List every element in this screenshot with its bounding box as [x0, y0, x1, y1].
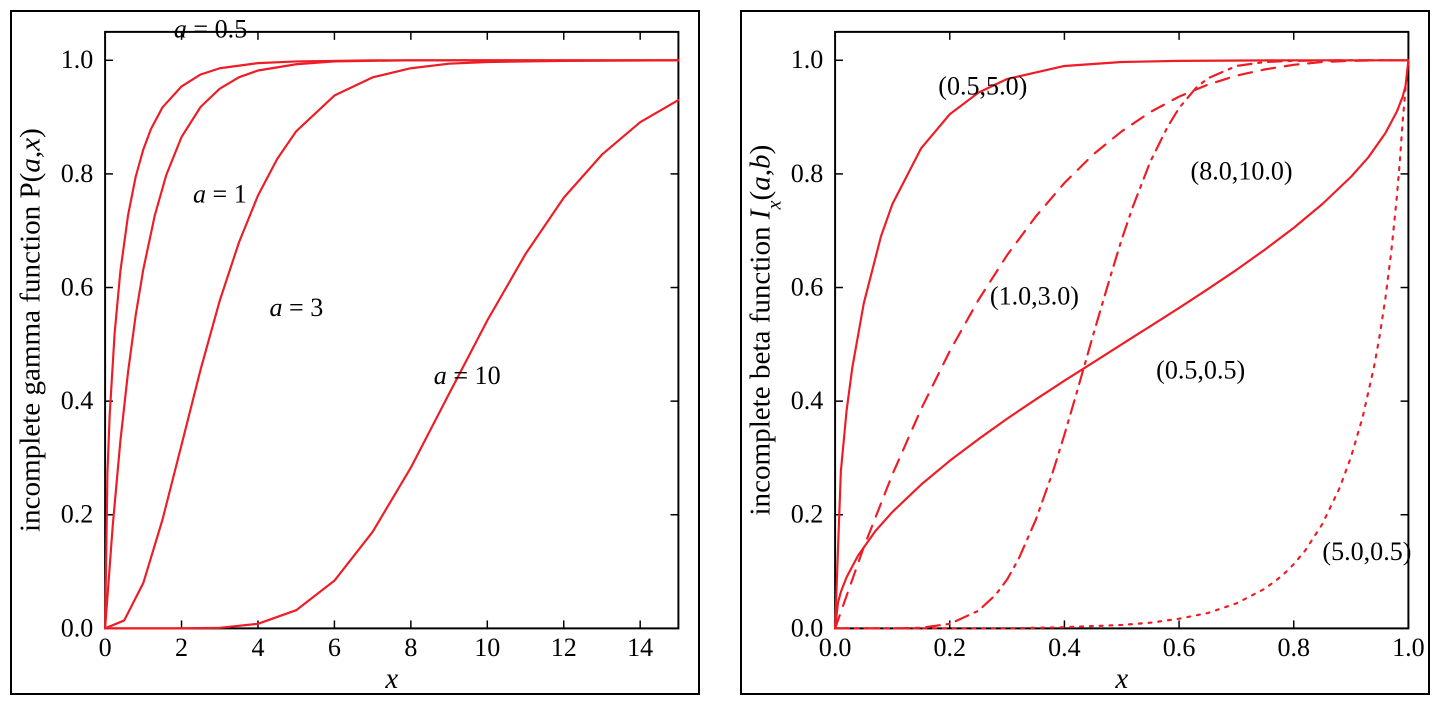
ytick-label: 0.2 [791, 500, 824, 529]
xtick-label: 10 [474, 633, 500, 662]
y-axis-label: incomplete gamma function P(a,x) [15, 128, 47, 532]
annotation-label: a = 10 [434, 361, 501, 390]
series-curve [105, 60, 678, 628]
annotation-label: a = 1 [193, 179, 247, 208]
ytick-label: 0.0 [791, 613, 824, 642]
annotation-label: a = 3 [269, 293, 323, 322]
xtick-label: 4 [251, 633, 264, 662]
ytick-label: 0.8 [791, 159, 824, 188]
left-panel: 0 2 4 6 8 10 12 14 0.0 0.2 0.4 0.6 0.8 1.0 x incomplete… [10, 10, 700, 695]
xtick-label: 0.0 [819, 633, 852, 662]
ytick-label: 1.0 [61, 45, 94, 74]
x-axis-label: x [1114, 663, 1128, 693]
xtick-label: 0.4 [1048, 633, 1081, 662]
gamma-chart: 0 2 4 6 8 10 12 14 0.0 0.2 0.4 0.6 0.8 1.0 x incomplete… [12, 12, 698, 693]
figure-page: 0 2 4 6 8 10 12 14 0.0 0.2 0.4 0.6 0.8 1.0 x incomplete… [0, 0, 1440, 705]
annotation-label: a = 0.5 [174, 14, 247, 43]
beta-chart: 0.0 0.2 0.4 0.6 0.8 1.0 0.0 0.2 0.4 0.6 0.8 1.0 x inc… [742, 12, 1428, 693]
xtick-label: 14 [627, 633, 653, 662]
y-axis-label: incomplete beta function Ix(a,b) [745, 145, 786, 516]
series-curve [105, 60, 678, 628]
ytick-label: 0.6 [61, 272, 94, 301]
ytick-label: 0.2 [61, 500, 94, 529]
annotation-label: (0.5,5.0) [938, 71, 1027, 100]
ytick-label: 0.0 [61, 613, 94, 642]
x-axis-label: x [384, 663, 398, 693]
xtick-label: 1.0 [1392, 633, 1425, 662]
annotation-label: (5.0,0.5) [1322, 537, 1411, 566]
series-curve [105, 60, 678, 628]
xtick-label: 0 [99, 633, 112, 662]
ytick-label: 1.0 [791, 45, 824, 74]
xtick-label: 0.6 [1163, 633, 1196, 662]
ytick-label: 0.8 [61, 159, 94, 188]
ytick-label: 0.4 [791, 386, 824, 415]
xtick-label: 2 [175, 633, 188, 662]
xtick-label: 12 [551, 633, 577, 662]
right-panel: 0.0 0.2 0.4 0.6 0.8 1.0 0.0 0.2 0.4 0.6 0.8 1.0 x inc… [740, 10, 1430, 695]
xtick-label: 8 [404, 633, 417, 662]
xtick-label: 0.2 [933, 633, 966, 662]
xtick-label: 6 [328, 633, 341, 662]
ytick-label: 0.6 [791, 272, 824, 301]
annotation-label: (8.0,10.0) [1191, 156, 1293, 185]
annotation-label: (1.0,3.0) [990, 281, 1079, 310]
ytick-label: 0.4 [61, 386, 94, 415]
annotation-label: (0.5,0.5) [1156, 355, 1245, 384]
series-curve [105, 100, 678, 628]
xtick-label: 0.8 [1277, 633, 1310, 662]
